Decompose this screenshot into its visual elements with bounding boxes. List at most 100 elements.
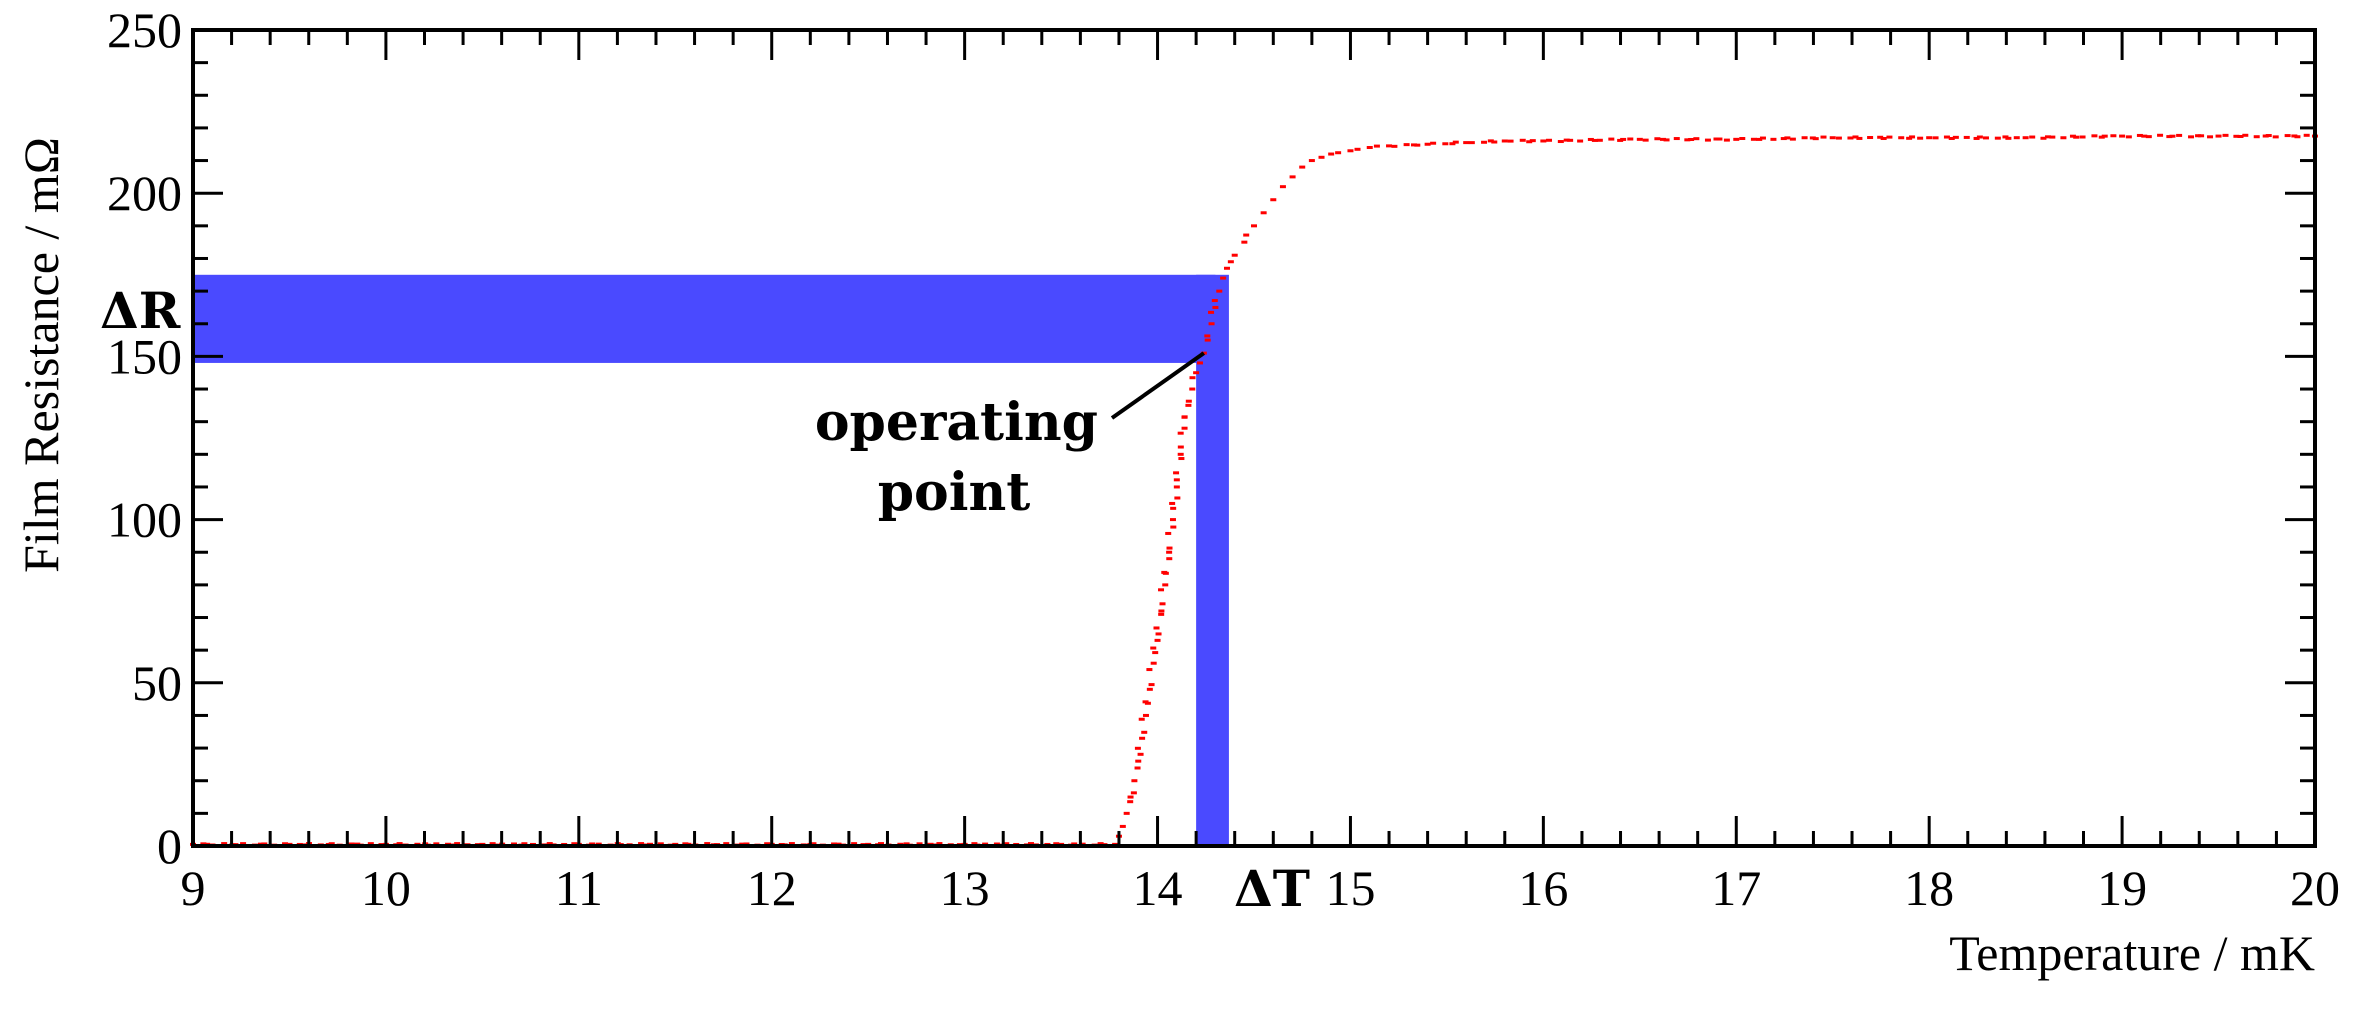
- data-point: [1146, 687, 1153, 691]
- data-point: [1251, 224, 1257, 228]
- x-tick-label: 13: [940, 860, 990, 916]
- data-point: [1820, 135, 1827, 139]
- data-point: [2029, 135, 2036, 139]
- data-point: [1835, 136, 1842, 140]
- data-point: [1567, 138, 1574, 142]
- data-point: [1852, 135, 1859, 139]
- y-tick-label: 50: [132, 655, 182, 711]
- data-point: [903, 842, 910, 846]
- data-point: [1973, 136, 1980, 140]
- data-point: [851, 842, 858, 846]
- data-point: [1867, 136, 1874, 140]
- x-axis-title: Temperature / mK: [1949, 925, 2315, 981]
- data-point: [2166, 135, 2173, 139]
- data-point: [1948, 136, 1955, 140]
- data-point: [1994, 136, 2001, 140]
- data-point: [1770, 137, 1777, 141]
- data-point: [1982, 136, 1989, 140]
- data-point: [1170, 525, 1177, 529]
- data-point: [1659, 137, 1666, 141]
- data-point: [2073, 135, 2080, 139]
- data-point: [1159, 602, 1166, 606]
- data-point: [1898, 136, 1905, 140]
- data-point: [328, 842, 335, 846]
- data-point: [1704, 138, 1711, 142]
- data-point: [2198, 134, 2205, 138]
- data-point: [743, 842, 750, 846]
- delta-t-band: [1196, 274, 1229, 846]
- data-point: [1169, 518, 1176, 522]
- data-point: [1185, 403, 1192, 407]
- data-point: [511, 842, 518, 846]
- data-point: [1177, 452, 1184, 456]
- data-point: [2265, 134, 2272, 138]
- data-point: [1181, 426, 1188, 430]
- data-point: [1150, 646, 1157, 650]
- data-point: [1134, 766, 1141, 770]
- data-point: [1189, 387, 1196, 391]
- data-point: [2176, 133, 2183, 137]
- x-tick-label: 10: [361, 860, 411, 916]
- data-point: [1138, 717, 1145, 721]
- x-tick-label: 12: [747, 860, 797, 916]
- data-point: [261, 842, 268, 846]
- data-point: [936, 842, 943, 846]
- data-point: [1391, 144, 1398, 148]
- data-point: [723, 842, 730, 846]
- data-point: [1289, 175, 1296, 179]
- data-point: [1909, 135, 1916, 139]
- data-point: [1142, 700, 1149, 704]
- data-point: [1577, 139, 1584, 143]
- data-point: [2060, 136, 2067, 140]
- data-point: [1963, 135, 1970, 139]
- data-point: [1166, 550, 1173, 554]
- data-point: [810, 842, 817, 846]
- data-point: [2005, 136, 2012, 140]
- x-tick-label: 14: [1133, 860, 1183, 916]
- data-point: [348, 842, 355, 846]
- data-point: [1134, 746, 1141, 750]
- data-point: [1208, 310, 1215, 314]
- data-point: [1227, 260, 1234, 264]
- data-point: [1952, 135, 1959, 139]
- data-point: [240, 842, 247, 846]
- data-point: [1784, 136, 1791, 140]
- delta-t-label: ΔT: [1234, 859, 1310, 918]
- data-point: [1141, 730, 1148, 734]
- data-point: [2215, 134, 2222, 138]
- data-point: [1481, 140, 1488, 144]
- data-point: [454, 842, 461, 846]
- data-point: [1152, 651, 1159, 655]
- data-point: [1241, 240, 1248, 244]
- data-point: [1529, 139, 1536, 143]
- data-point: [200, 842, 207, 846]
- data-point: [1177, 445, 1184, 449]
- data-point: [1410, 143, 1417, 147]
- data-point: [1347, 149, 1354, 153]
- data-point: [1449, 142, 1456, 146]
- data-point: [1270, 198, 1277, 202]
- data-point: [2222, 133, 2229, 137]
- data-point: [2195, 134, 2202, 138]
- data-point: [2079, 135, 2086, 139]
- data-point: [1071, 842, 1078, 846]
- data-point: [1135, 759, 1142, 763]
- x-tick-label: 19: [2097, 860, 2147, 916]
- data-point: [396, 842, 403, 846]
- data-point: [1976, 135, 1983, 139]
- data-point: [2169, 134, 2176, 138]
- data-point: [704, 842, 711, 846]
- data-point: [1684, 138, 1691, 142]
- data-point: [1688, 137, 1695, 141]
- data-point: [2284, 134, 2291, 138]
- y-tick-label: 100: [107, 492, 182, 548]
- data-point: [1596, 138, 1603, 142]
- data-point: [2069, 134, 2076, 138]
- data-point: [1386, 144, 1393, 148]
- plot-border: [191, 28, 2317, 848]
- operating-point-label-line1: operating: [815, 392, 1098, 453]
- data-point: [1158, 612, 1165, 616]
- data-point: [367, 842, 374, 846]
- data-point: [1260, 211, 1267, 215]
